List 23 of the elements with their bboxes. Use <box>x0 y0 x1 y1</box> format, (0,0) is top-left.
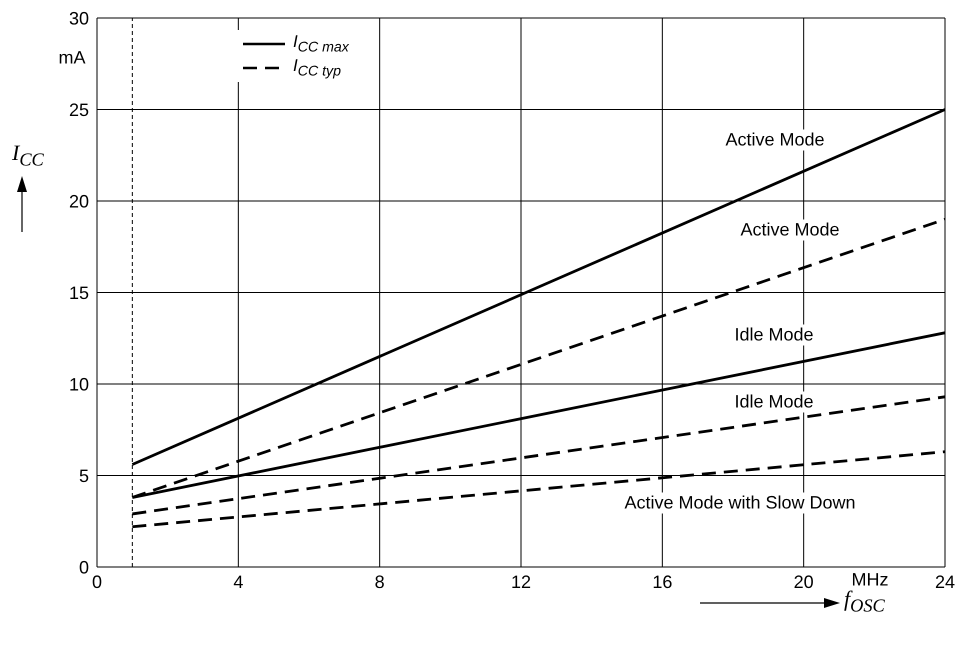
x-tick-label: 0 <box>92 572 102 592</box>
text: mA <box>58 48 86 68</box>
x-tick-label: 8 <box>374 572 385 592</box>
annotation: Idle Mode <box>732 392 816 412</box>
y-tick-label: 0 <box>78 557 89 578</box>
legend-label: I$_{CC typ}$ <box>293 56 341 80</box>
annotation: Idle Mode <box>732 324 816 346</box>
annotation: Active Mode <box>738 220 842 240</box>
y-tick-label: 10 <box>68 374 89 394</box>
x-tick-label: 12 <box>510 572 532 592</box>
y-axis-title: I$_{CC}$ <box>12 140 44 170</box>
x-tick-label: 20 <box>794 572 814 592</box>
x-tick-label: 16 <box>652 572 672 592</box>
y-tick-label: 25 <box>68 100 89 120</box>
annotation: Active Mode <box>723 130 827 150</box>
annotation: Active Mode with Slow Down <box>622 492 858 514</box>
y-tick-label: 30 <box>68 8 89 28</box>
y-tick-label: 20 <box>68 191 89 212</box>
x-tick-label: 4 <box>233 572 244 592</box>
y-tick-label: 15 <box>68 282 89 303</box>
y-tick-label: 5 <box>78 466 89 486</box>
legend-label: I$_{CC max}$ <box>293 32 349 56</box>
x-tick-label: 24 <box>934 572 956 592</box>
